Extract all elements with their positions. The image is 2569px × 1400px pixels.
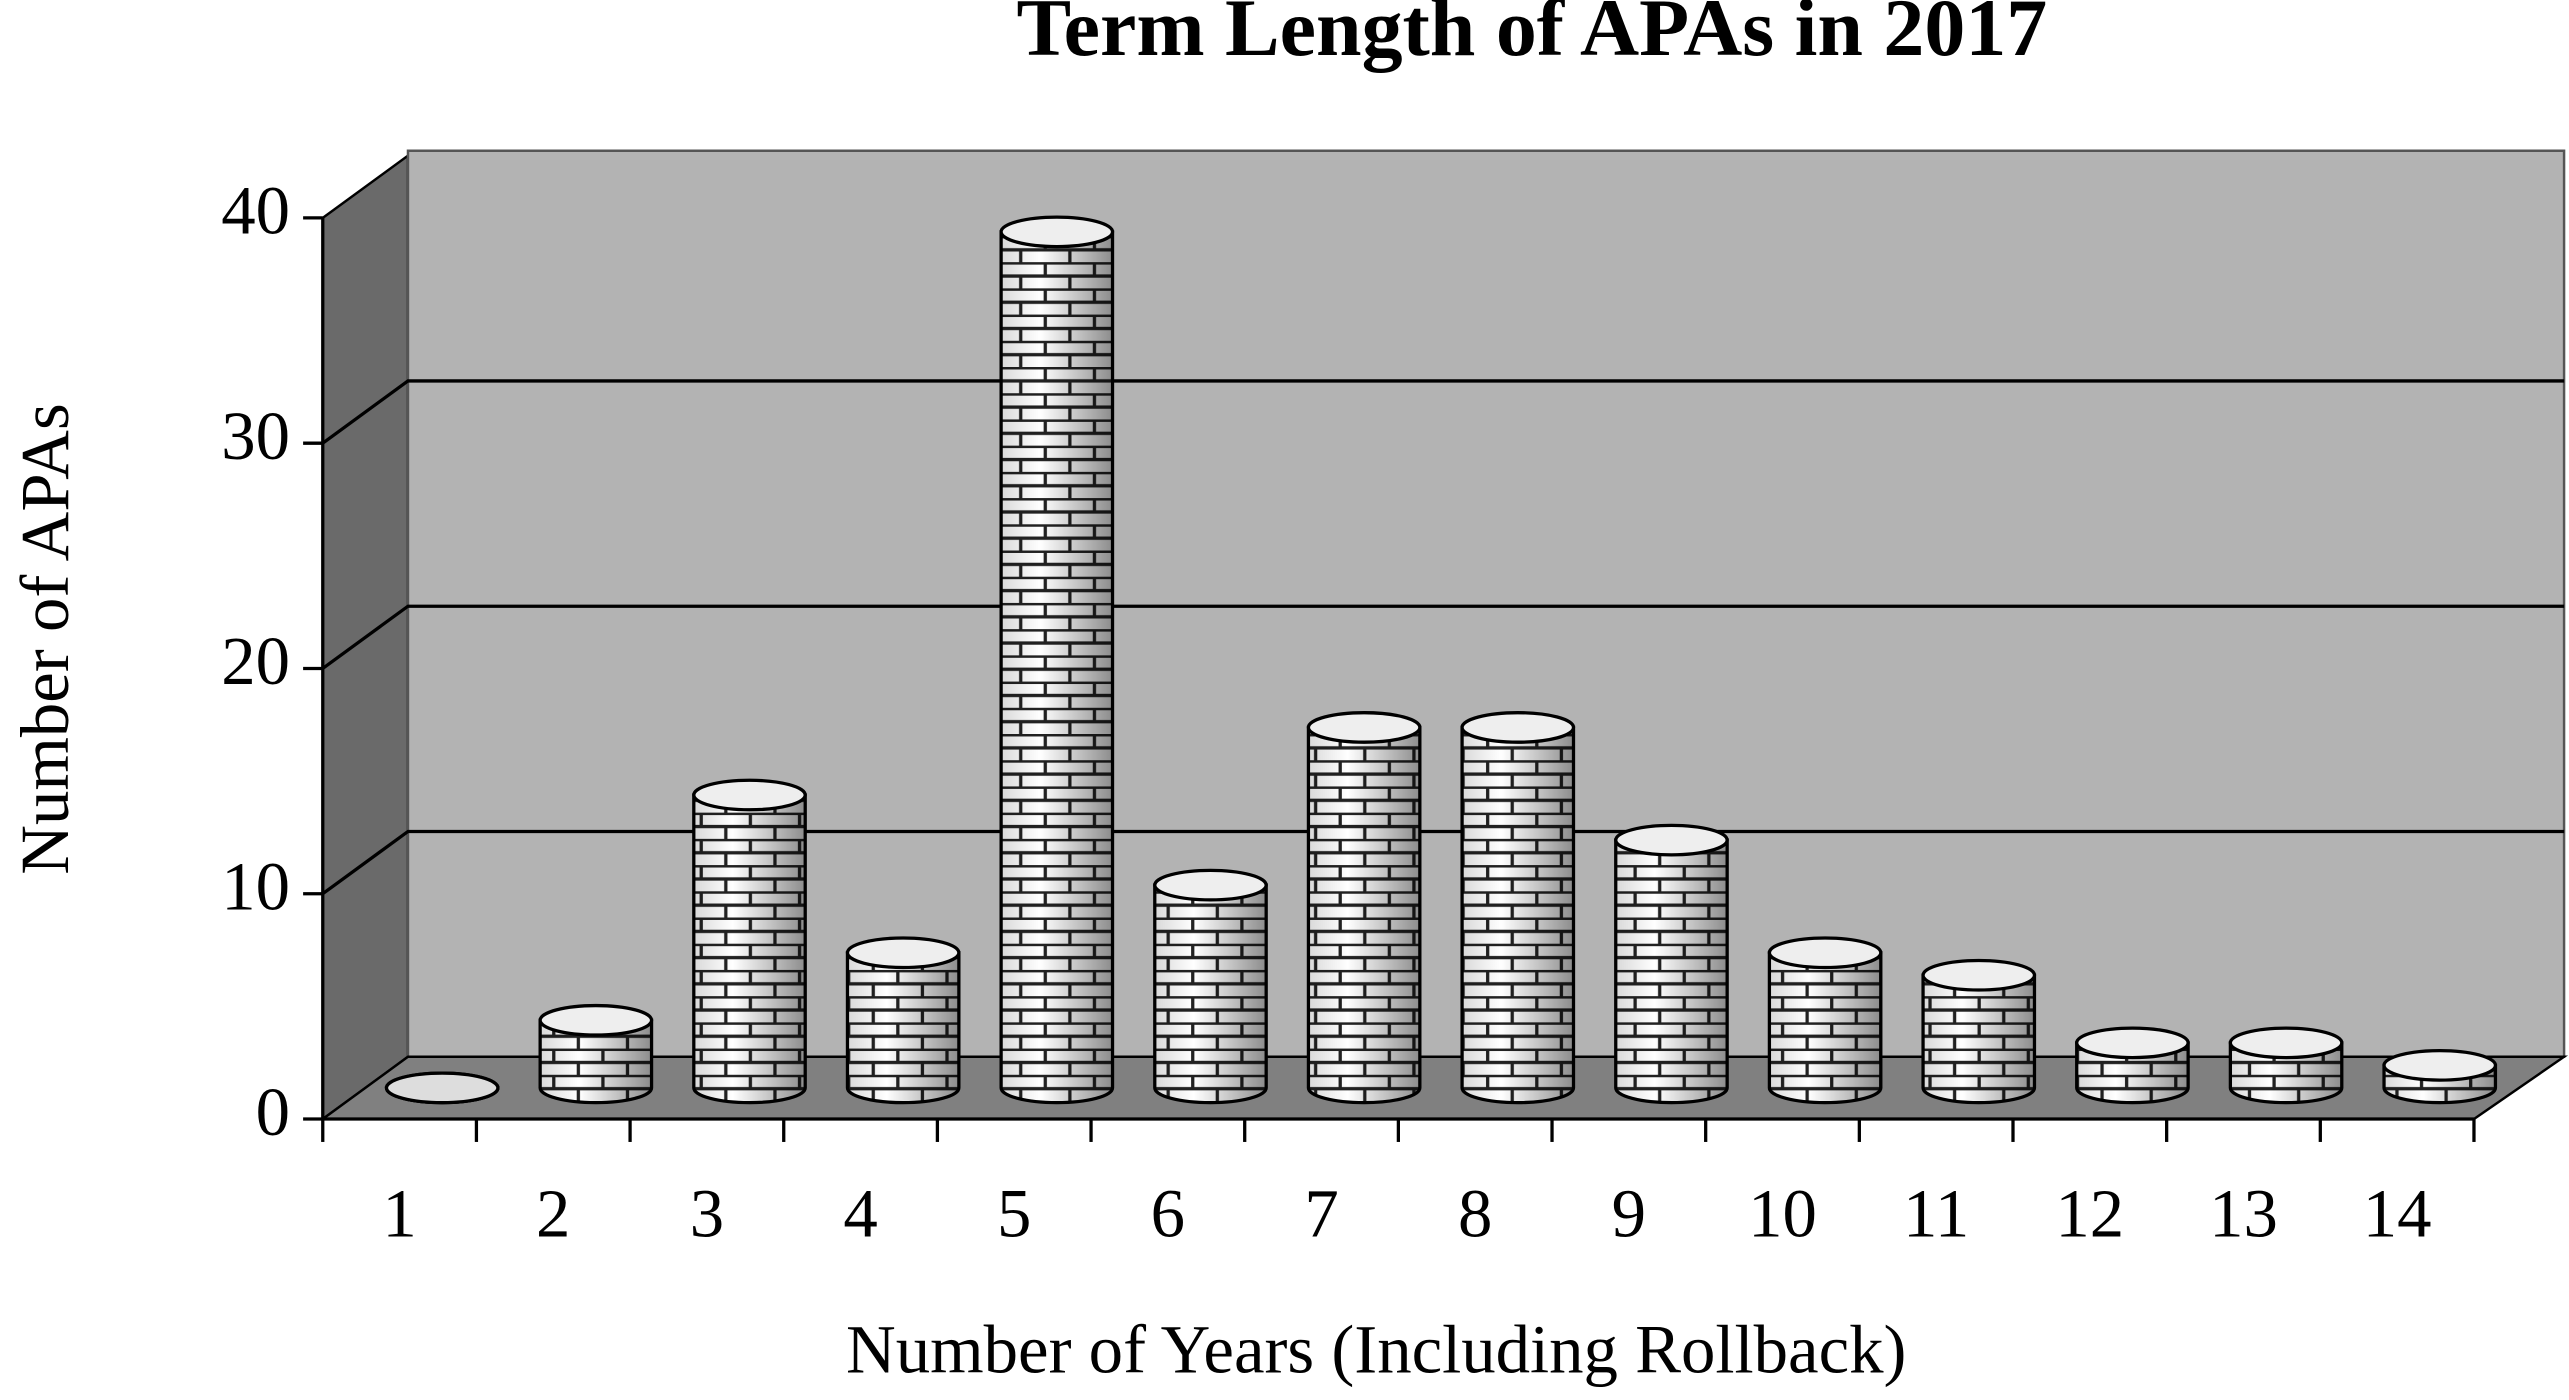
bar [2382, 1048, 2498, 1105]
y-tick-label: 10 [221, 849, 290, 925]
bar-top [2075, 1026, 2190, 1060]
bar-shade [2076, 1042, 2189, 1103]
x-tick-label: 14 [2363, 1175, 2432, 1251]
bar-top [2228, 1026, 2344, 1060]
bar [2228, 1026, 2344, 1105]
bar [538, 1003, 654, 1105]
x-tick-label: 2 [536, 1175, 570, 1251]
bar-shade [540, 1020, 652, 1103]
bar [1614, 823, 1729, 1105]
bar [1306, 711, 1422, 1105]
y-axis-title: Number of APAs [7, 403, 83, 874]
bar-shade [2230, 1042, 2342, 1103]
x-tick-label: 9 [1612, 1175, 1646, 1251]
x-tick-label: 3 [690, 1175, 724, 1251]
x-tick-label: 11 [1903, 1175, 1969, 1251]
x-axis-title: Number of Years (Including Rollback) [846, 1311, 1906, 1387]
walls [319, 149, 2569, 1122]
x-tick-label: 4 [843, 1175, 877, 1251]
bar-base [384, 1071, 500, 1105]
bar [1767, 936, 1883, 1105]
x-tick-label: 7 [1304, 1175, 1338, 1251]
bar-shade [847, 952, 959, 1103]
bar [1153, 868, 1268, 1105]
x-tick-label: 5 [997, 1175, 1031, 1251]
bar-top [1153, 868, 1268, 902]
y-tick-label: 0 [256, 1074, 290, 1150]
bar [1460, 711, 1576, 1105]
bar-top [1921, 958, 2037, 992]
chart-title: Term Length of APAs in 2017 [1017, 0, 2048, 73]
y-tick-label: 40 [221, 173, 290, 249]
bar-top [1460, 711, 1576, 744]
bar [999, 215, 1115, 1105]
bar [692, 778, 807, 1105]
floor [319, 1055, 2569, 1121]
bar-top [1767, 936, 1883, 970]
bar-shade [1308, 727, 1420, 1103]
x-tick-label: 13 [2209, 1175, 2278, 1251]
bar [1921, 958, 2037, 1105]
bar [384, 1071, 500, 1105]
x-tick-label: 10 [1748, 1175, 1817, 1251]
grid-line [321, 379, 2565, 445]
bar-shade [1769, 952, 1881, 1103]
bar-top [999, 215, 1115, 249]
bar [845, 936, 961, 1105]
bar-top [538, 1003, 654, 1037]
x-tick-label: 8 [1458, 1175, 1492, 1251]
x-tick-label: 1 [382, 1175, 416, 1251]
bar-top [845, 936, 961, 970]
y-tick-label: 30 [221, 398, 290, 474]
bar [2075, 1026, 2190, 1105]
x-tick-label: 12 [2055, 1175, 2124, 1251]
x-tick-label: 6 [1151, 1175, 1185, 1251]
grid-line [321, 604, 2565, 670]
bar-top [1614, 823, 1729, 857]
bar-shade [1001, 231, 1113, 1103]
bar-top [2382, 1048, 2498, 1082]
bar-top [692, 778, 807, 812]
bar-top [1306, 711, 1422, 744]
bar-shade [1462, 727, 1574, 1103]
grid-line [321, 829, 2565, 896]
y-tick-label: 20 [221, 623, 290, 699]
bar-shade [1615, 840, 1728, 1103]
bar-shade [1923, 975, 2035, 1103]
bar-shade [693, 795, 806, 1103]
bar-shade [1154, 885, 1267, 1103]
